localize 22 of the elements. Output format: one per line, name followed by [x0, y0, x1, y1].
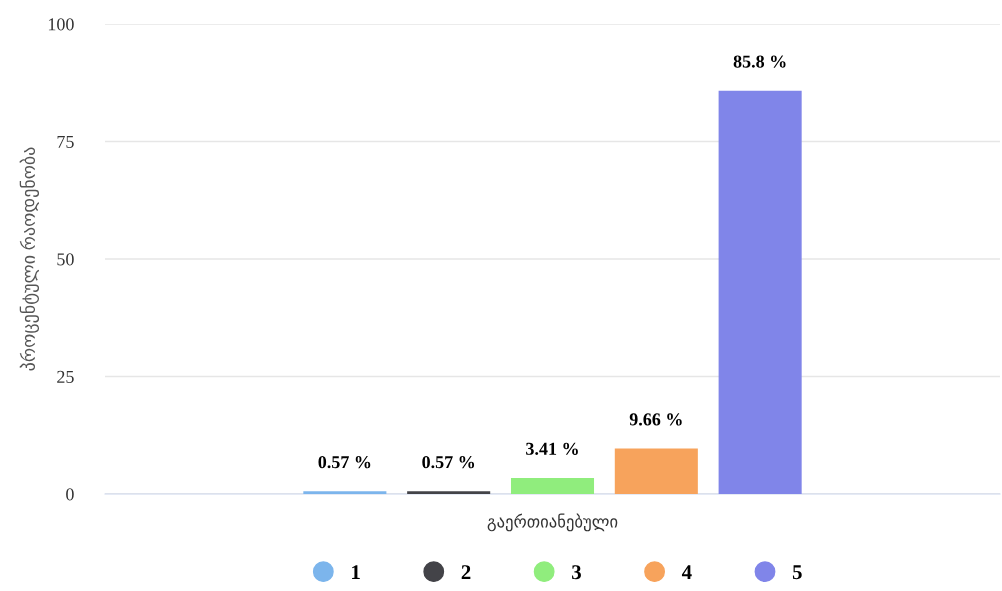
data-label: 3.41 %	[526, 442, 578, 455]
legend-label: 2	[461, 565, 471, 579]
data-label: 0.57 %	[422, 456, 475, 469]
y-tick-label: 25	[57, 370, 74, 383]
data-label: 0.57 %	[318, 456, 371, 469]
legend-label: 4	[681, 565, 692, 579]
y-tick-label: 100	[48, 18, 74, 31]
y-tick-label: 50	[57, 253, 74, 266]
legend-label: 5	[792, 565, 802, 580]
y-axis-title: პროცენტული რაოდენობა	[19, 147, 40, 371]
data-label: 85.8 %	[733, 55, 786, 68]
bar	[614, 448, 698, 494]
legend-label: 1	[352, 565, 360, 579]
bar	[407, 491, 491, 494]
y-tick-label: 0	[66, 488, 74, 501]
bar	[303, 491, 387, 494]
legend-label: 3	[572, 565, 581, 580]
bar	[510, 477, 595, 494]
x-tick-label: გაერთიანებული	[487, 513, 618, 532]
bar	[718, 90, 802, 494]
y-tick-label: 75	[57, 135, 74, 148]
data-label: 9.66 %	[629, 413, 682, 426]
